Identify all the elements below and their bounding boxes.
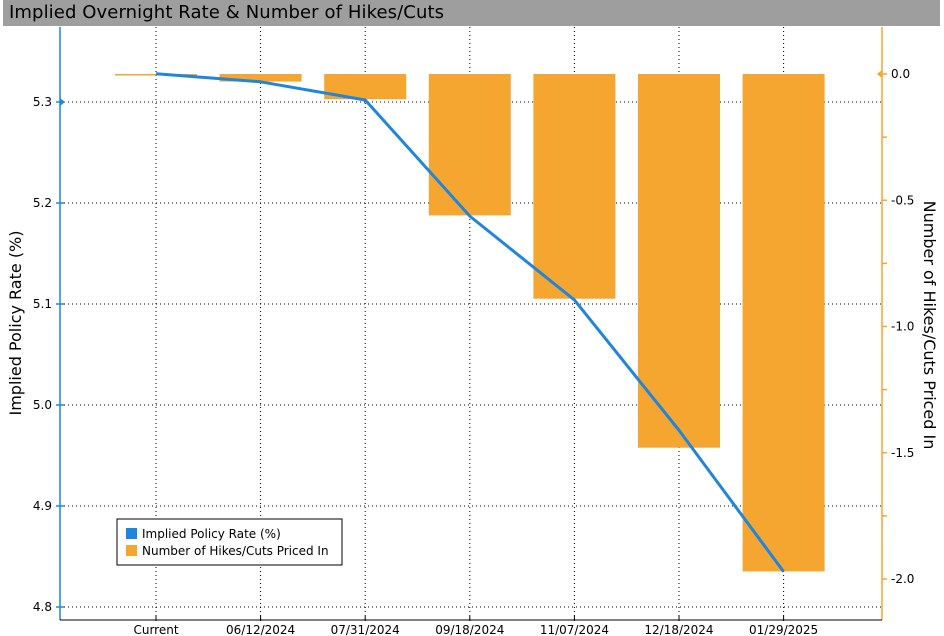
y-right-current-marker bbox=[877, 70, 882, 78]
x-tick-label: 11/07/2024 bbox=[540, 623, 609, 636]
x-tick-label: 07/31/2024 bbox=[331, 623, 400, 636]
bar-09/18/2024 bbox=[428, 74, 511, 216]
y-left-tick-label: 5.0 bbox=[33, 398, 52, 412]
y-axis-right-label: Number of Hikes/Cuts Priced In bbox=[920, 201, 939, 450]
y-right-tick-label: -0.5 bbox=[891, 193, 914, 207]
bar-12/18/2024 bbox=[638, 74, 720, 448]
y-left-tick-label: 5.3 bbox=[33, 95, 52, 109]
chart-title-bar: Implied Overnight Rate & Number of Hikes… bbox=[3, 0, 940, 26]
line-series-policy-rate bbox=[155, 72, 785, 573]
y-left-tick-label: 5.2 bbox=[33, 196, 52, 210]
legend-swatch-hikes-cuts bbox=[126, 545, 137, 556]
legend-label-hikes-cuts: Number of Hikes/Cuts Priced In bbox=[142, 544, 329, 558]
y-right-tick-label: -1.0 bbox=[891, 320, 914, 334]
bar-11/07/2024 bbox=[533, 74, 616, 299]
y-left-current-marker bbox=[60, 98, 65, 106]
y-right-tick-label: -1.5 bbox=[891, 446, 914, 460]
y-right-tick-label: -2.0 bbox=[891, 572, 914, 586]
x-tick-label: 01/29/2025 bbox=[749, 623, 818, 636]
y-right-tick-label: 0.0 bbox=[891, 67, 910, 81]
x-tick-label: 09/18/2024 bbox=[435, 623, 504, 636]
legend-label-policy-rate: Implied Policy Rate (%) bbox=[142, 527, 281, 541]
x-tick-label: 06/12/2024 bbox=[226, 623, 295, 636]
y-left-tick-label: 5.1 bbox=[33, 297, 52, 311]
y-axis-left-label: Implied Policy Rate (%) bbox=[6, 230, 25, 415]
bar-01/29/2025 bbox=[742, 74, 825, 572]
y-left-tick-label: 4.9 bbox=[33, 499, 52, 513]
legend-swatch-policy-rate bbox=[126, 528, 137, 539]
axes: 4.8 4.9 5.0 5.1 5.2 5.3 0.0 -0.5 -1.0 -1.5 -2.0 Cur… bbox=[33, 27, 914, 636]
x-tick-label: Current bbox=[133, 623, 178, 636]
y-left-tick-label: 4.8 bbox=[33, 600, 52, 614]
bar-06/12/2024 bbox=[219, 74, 302, 82]
bar-series-hikes-cuts bbox=[115, 74, 825, 572]
chart-title: Implied Overnight Rate & Number of Hikes… bbox=[9, 2, 445, 23]
legend-box bbox=[116, 518, 343, 566]
x-tick-label: 12/18/2024 bbox=[644, 623, 713, 636]
legend: Implied Policy Rate (%) Number of Hikes/… bbox=[116, 518, 343, 566]
